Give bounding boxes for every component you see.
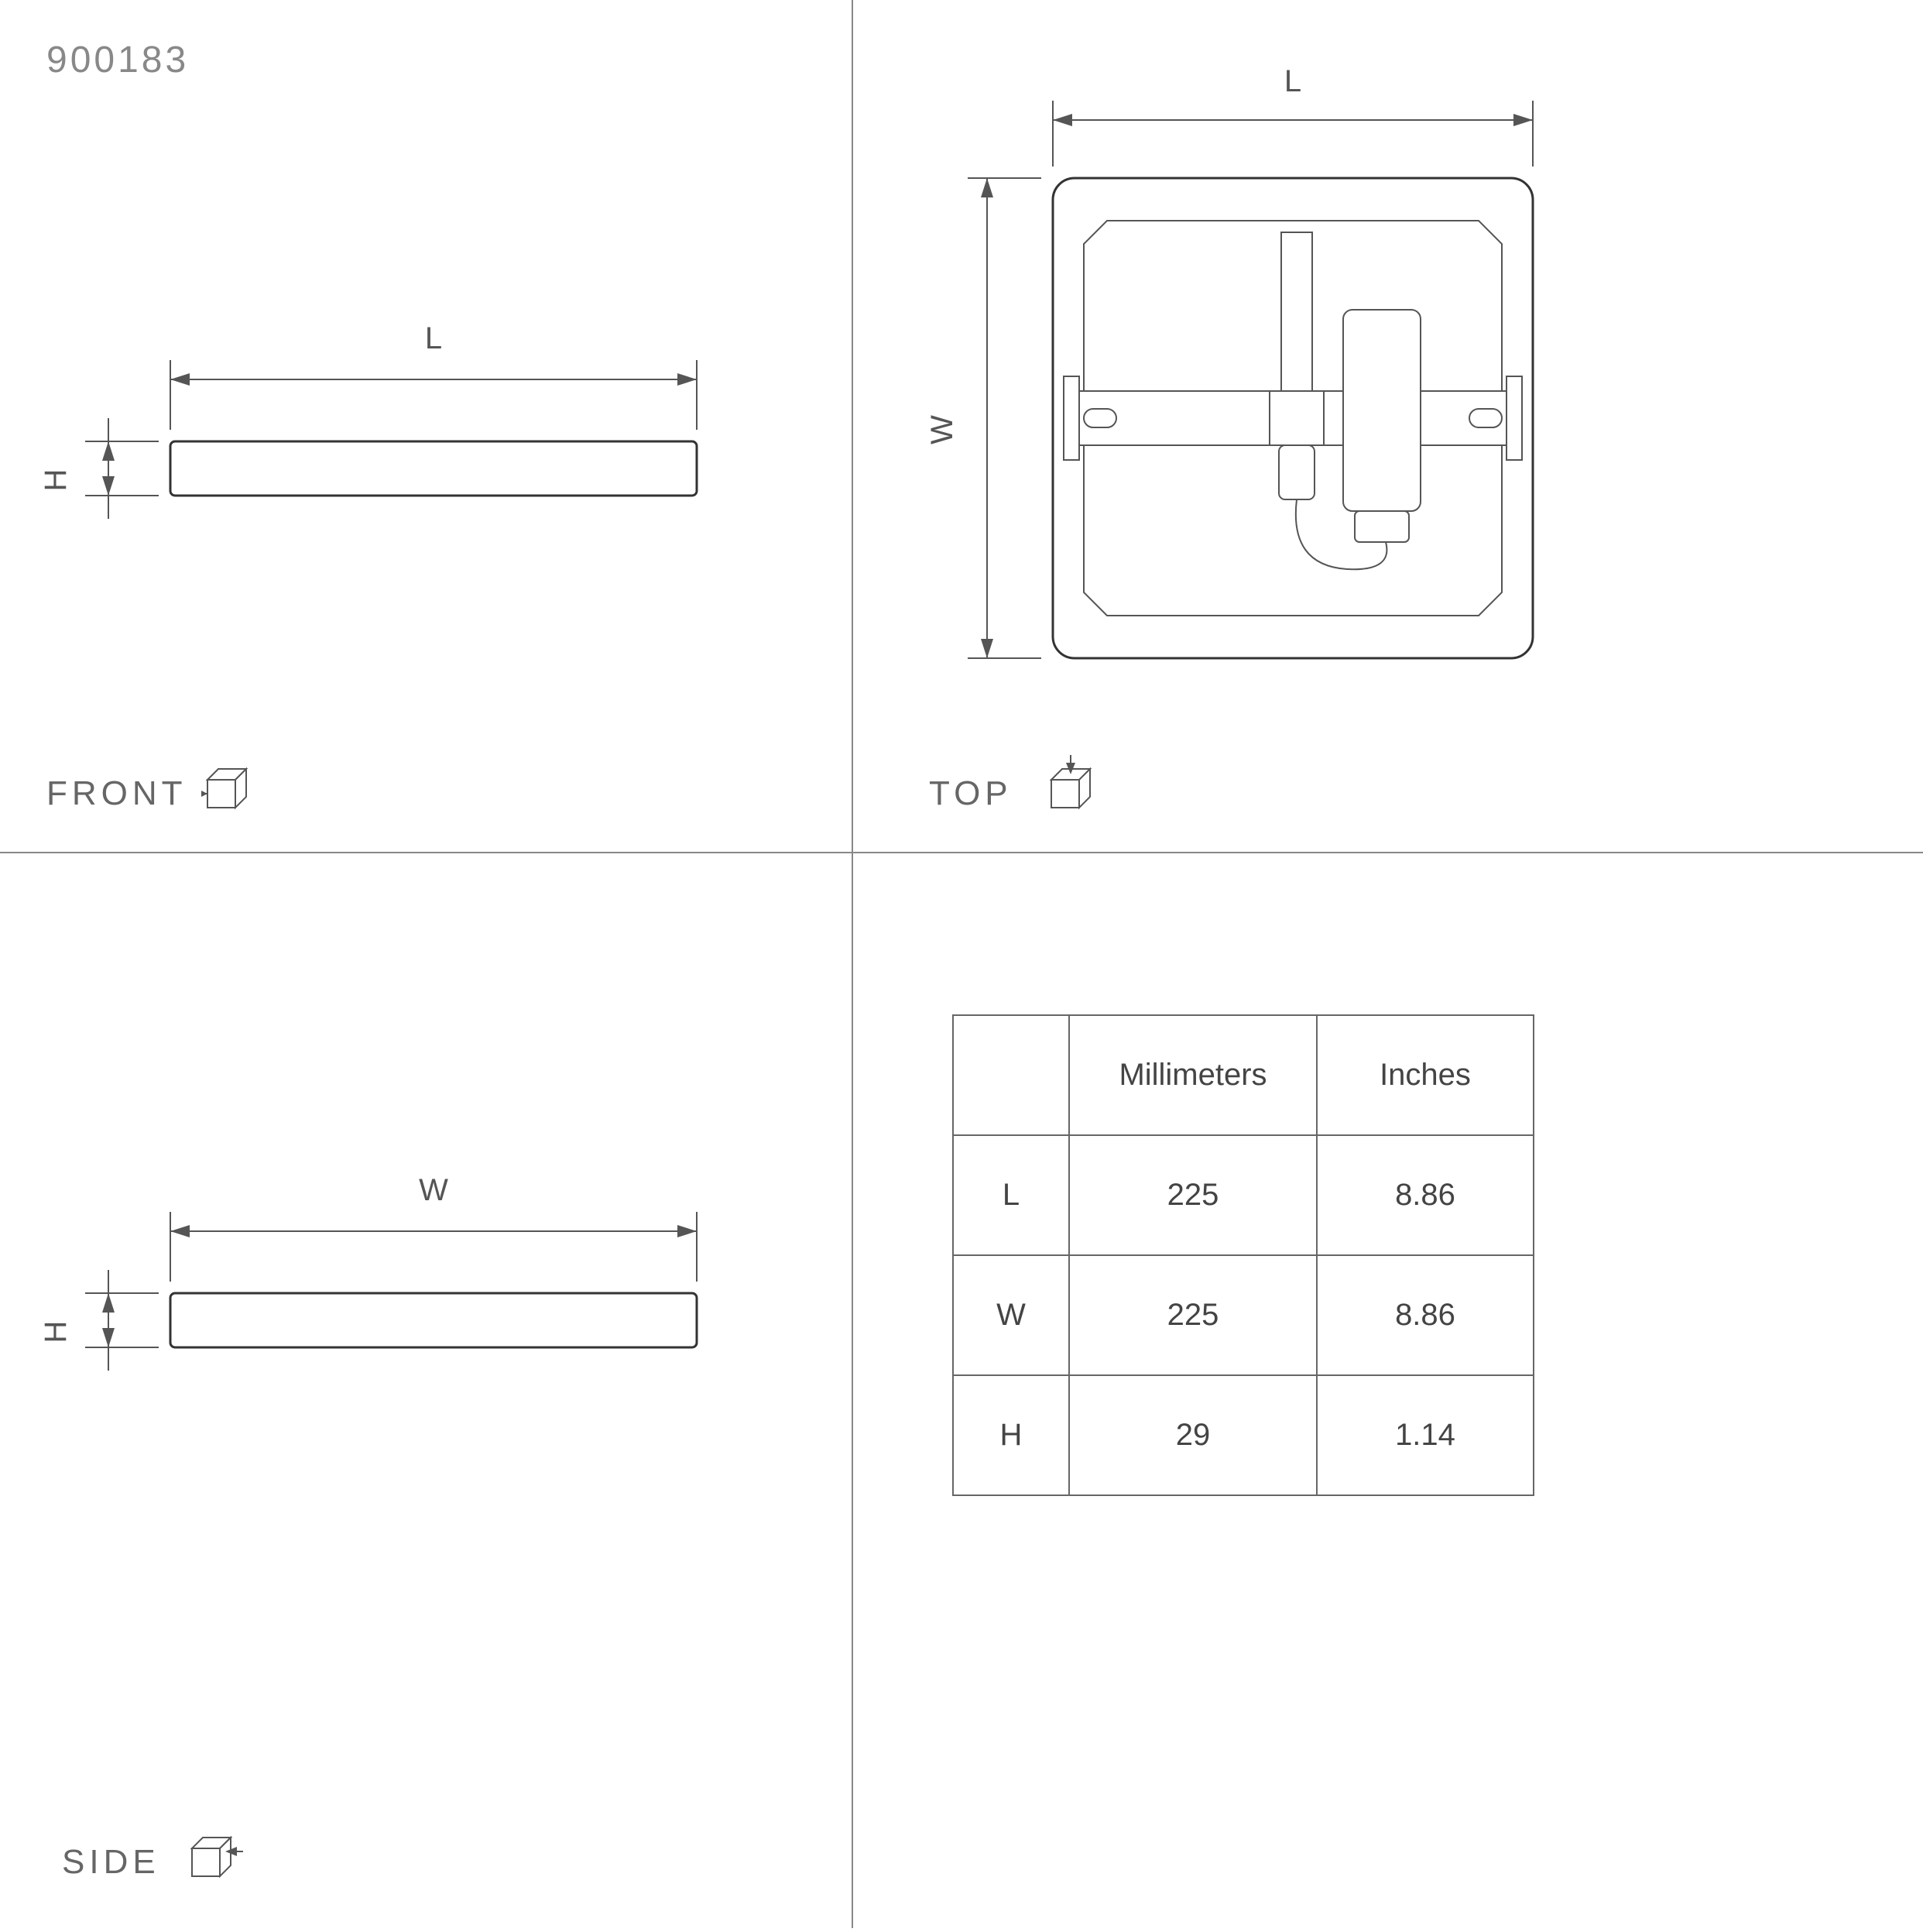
table-header-blank	[953, 1015, 1069, 1135]
side-view-panel: W H SIDE	[0, 852, 852, 1928]
side-view-drawing: W H	[0, 852, 852, 1928]
front-dim-L: L	[425, 321, 442, 355]
row-W-mm: 225	[1069, 1255, 1317, 1375]
row-L-in: 8.86	[1317, 1135, 1534, 1255]
top-view-label: TOP	[929, 774, 1013, 813]
table-header-row: Millimeters Inches	[953, 1015, 1534, 1135]
front-view-panel: L H FRONT	[0, 0, 852, 852]
top-dim-W: W	[925, 415, 959, 444]
table-header-in: Inches	[1317, 1015, 1534, 1135]
table-row: H 29 1.14	[953, 1375, 1534, 1495]
table-row: L 225 8.86	[953, 1135, 1534, 1255]
row-label-W: W	[953, 1255, 1069, 1375]
front-dim-H: H	[39, 469, 73, 492]
side-dim-H: H	[39, 1321, 73, 1343]
dimensions-table-panel: Millimeters Inches L 225 8.86 W 225 8.86…	[852, 852, 1923, 1928]
row-label-H: H	[953, 1375, 1069, 1495]
top-cube-icon	[1045, 755, 1107, 817]
top-view-drawing: L W	[852, 0, 1923, 852]
side-view-label: SIDE	[62, 1843, 160, 1882]
row-W-in: 8.86	[1317, 1255, 1534, 1375]
row-H-in: 1.14	[1317, 1375, 1534, 1495]
top-dim-L: L	[1284, 64, 1301, 98]
table-row: W 225 8.86	[953, 1255, 1534, 1375]
dimensions-table: Millimeters Inches L 225 8.86 W 225 8.86…	[952, 1014, 1534, 1496]
side-dim-W: W	[419, 1173, 448, 1207]
front-view-label: FRONT	[46, 774, 187, 813]
row-label-L: L	[953, 1135, 1069, 1255]
top-view-panel: L W TOP	[852, 0, 1923, 852]
side-cube-icon	[186, 1831, 248, 1886]
row-L-mm: 225	[1069, 1135, 1317, 1255]
row-H-mm: 29	[1069, 1375, 1317, 1495]
table-header-mm: Millimeters	[1069, 1015, 1317, 1135]
front-cube-icon	[201, 763, 255, 817]
front-view-drawing: L H	[0, 0, 852, 852]
